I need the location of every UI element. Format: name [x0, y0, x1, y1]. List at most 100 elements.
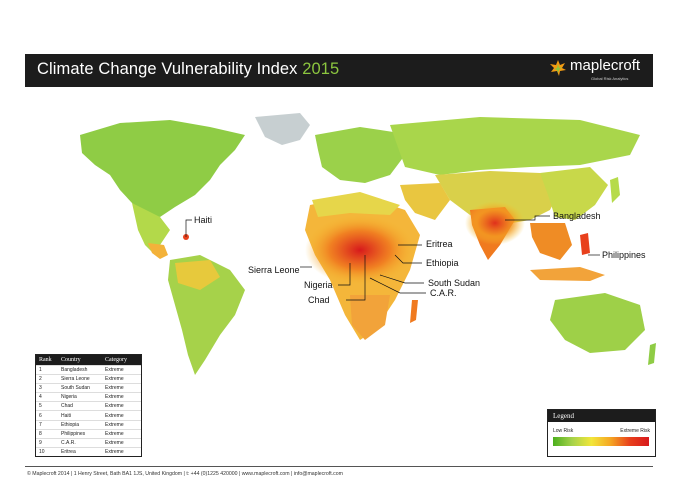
middle-east-landmass	[400, 183, 450, 220]
legend-high-label: Extreme Risk	[620, 428, 650, 434]
logo-tagline: Global Risk Analytics	[591, 76, 629, 81]
country-cell: Eritrea	[61, 448, 76, 455]
table-row: 8 Philippines Extreme	[36, 428, 141, 438]
rank-cell: 3	[39, 385, 42, 392]
callout-label-sierra-leone: Sierra Leone	[248, 265, 300, 275]
callout-chad: Chad	[308, 255, 366, 305]
callout-label-chad: Chad	[308, 295, 330, 305]
south-america-north-warm	[175, 260, 220, 290]
central-america	[148, 243, 168, 259]
ranking-table: Rank Country Category 1 Bangladesh Extreme…	[35, 354, 142, 457]
footer-text: © Maplecroft 2014 | 1 Henry Street, Bath…	[27, 471, 343, 477]
country-cell: South Sudan	[61, 385, 90, 392]
country-cell: Sierra Leone	[61, 376, 90, 383]
rank-cell: 1	[39, 367, 42, 374]
category-cell: Extreme	[105, 412, 124, 419]
table-row: 1 Bangladesh Extreme	[36, 365, 141, 374]
australia-landmass	[550, 293, 645, 353]
category-cell: Extreme	[105, 448, 124, 455]
europe-landmass	[315, 127, 405, 183]
header-country: Country	[61, 357, 81, 363]
country-cell: C.A.R.	[61, 439, 76, 446]
north-america-landmass	[80, 120, 245, 217]
north-asia-landmass	[390, 117, 640, 175]
callout-south-sudan: South Sudan	[379, 274, 480, 288]
category-cell: Extreme	[105, 430, 124, 437]
southern-africa-region	[350, 295, 390, 340]
map-title: Climate Change Vulnerability Index 2015	[37, 60, 339, 79]
callout-sierra-leone: Sierra Leone	[248, 265, 312, 275]
legend-title: Legend	[548, 410, 655, 422]
country-cell: Chad	[61, 403, 73, 410]
risk-legend: Legend Low Risk Extreme Risk	[547, 409, 656, 457]
country-cell: Philippines	[61, 430, 86, 437]
title-year: 2015	[302, 60, 340, 78]
greenland	[255, 113, 310, 145]
callout-label-ethiopia: Ethiopia	[426, 258, 459, 268]
table-row: 9 C.A.R. Extreme	[36, 437, 141, 447]
southeast-asia-landmass	[530, 223, 572, 260]
callout-ethiopia: Ethiopia	[394, 254, 459, 268]
north-america-south	[132, 203, 170, 255]
callout-eritrea: Eritrea	[398, 239, 453, 249]
country-cell: Haiti	[61, 412, 72, 419]
rank-cell: 5	[39, 403, 42, 410]
callout-label-philippines: Philippines	[602, 250, 646, 260]
category-cell: Extreme	[105, 376, 124, 383]
maplecroft-logo: maplecroft Global Risk Analytics	[549, 57, 641, 83]
country-cell: Ethiopia	[61, 421, 80, 428]
rank-cell: 2	[39, 376, 42, 383]
category-cell: Extreme	[105, 367, 124, 374]
ranking-table-header: Rank Country Category	[36, 355, 141, 365]
south-asia-hotspot	[465, 201, 525, 245]
new-zealand	[648, 343, 656, 365]
country-cell: Bangladesh	[61, 367, 88, 374]
legend-low-label: Low Risk	[553, 428, 574, 434]
table-row: 3 South Sudan Extreme	[36, 383, 141, 392]
maple-leaf-icon	[550, 60, 566, 76]
category-cell: Extreme	[105, 421, 124, 428]
north-africa-region	[312, 192, 400, 217]
callout-label-bangladesh: Bangladesh	[553, 211, 601, 221]
indonesia	[530, 267, 605, 281]
world-vulnerability-map: Haiti Bangladesh Eritrea Ethiopia Philip…	[80, 113, 656, 375]
header-rank: Rank	[39, 357, 52, 363]
table-row: 4 Nigeria Extreme	[36, 392, 141, 401]
rank-cell: 9	[39, 439, 42, 446]
madagascar	[410, 300, 418, 323]
callout-haiti: Haiti	[185, 215, 212, 237]
callout-philippines: Philippines	[588, 250, 646, 260]
callout-car: C.A.R.	[369, 277, 457, 298]
table-row: 5 Chad Extreme	[36, 401, 141, 410]
category-cell: Extreme	[105, 439, 124, 446]
callout-bangladesh: Bangladesh	[505, 211, 601, 221]
rank-cell: 10	[39, 448, 45, 455]
callout-label-south-sudan: South Sudan	[428, 278, 480, 288]
rank-cell: 8	[39, 430, 42, 437]
footer-divider	[25, 466, 653, 467]
africa-hotspot	[305, 215, 415, 285]
title-bar: Climate Change Vulnerability Index 2015 …	[25, 54, 653, 87]
table-row: 10 Eritrea Extreme	[36, 446, 141, 456]
title-main: Climate Change Vulnerability Index	[37, 60, 298, 78]
category-cell: Extreme	[105, 394, 124, 401]
callout-nigeria: Nigeria	[304, 263, 351, 290]
category-cell: Extreme	[105, 385, 124, 392]
header-category: Category	[105, 357, 127, 363]
east-asia-landmass	[540, 167, 608, 220]
japan	[610, 177, 620, 203]
central-asia-landmass	[435, 171, 560, 225]
philippines	[580, 233, 590, 255]
legend-color-scale	[553, 437, 649, 446]
rank-cell: 7	[39, 421, 42, 428]
callout-label-haiti: Haiti	[194, 215, 212, 225]
rank-cell: 6	[39, 412, 42, 419]
table-row: 2 Sierra Leone Extreme	[36, 374, 141, 383]
callout-label-car: C.A.R.	[430, 288, 457, 298]
rank-cell: 4	[39, 394, 42, 401]
table-row: 6 Haiti Extreme	[36, 410, 141, 419]
callout-label-eritrea: Eritrea	[426, 239, 453, 249]
country-cell: Nigeria	[61, 394, 77, 401]
table-row: 7 Ethiopia Extreme	[36, 419, 141, 429]
logo-wordmark: maplecroft	[570, 57, 641, 74]
